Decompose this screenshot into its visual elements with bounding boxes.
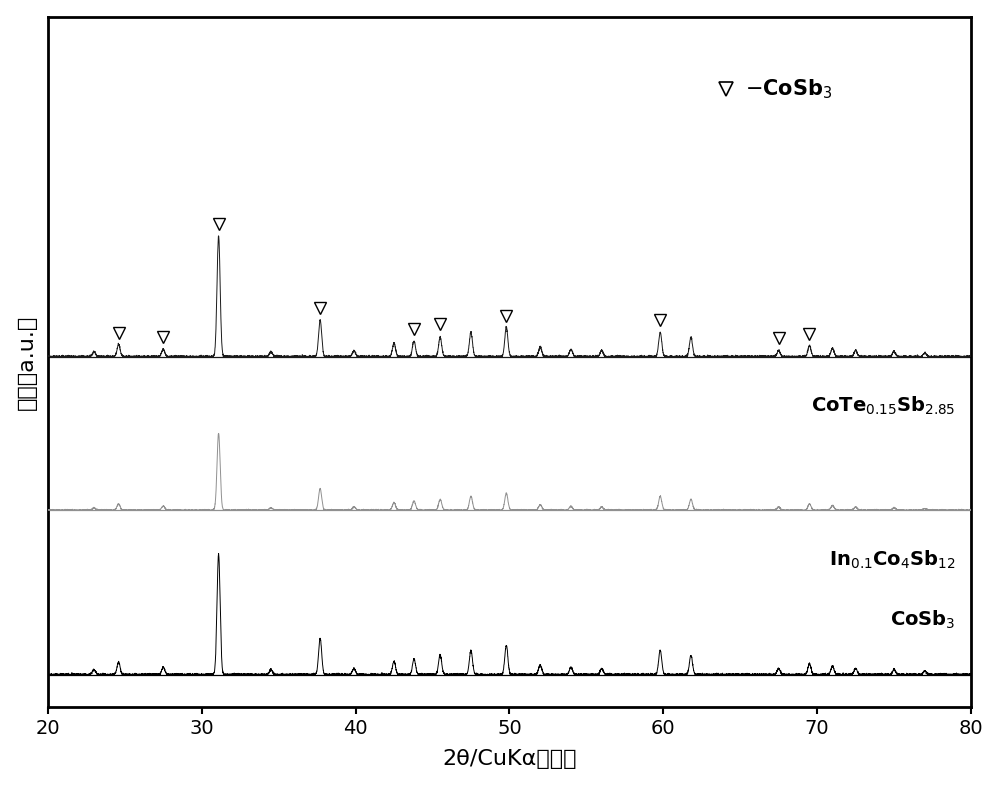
X-axis label: 2θ/CuKα（度）: 2θ/CuKα（度） xyxy=(442,749,577,769)
Text: CoTe$_{0.15}$Sb$_{2.85}$: CoTe$_{0.15}$Sb$_{2.85}$ xyxy=(811,395,956,417)
Text: In$_{0.1}$Co$_4$Sb$_{12}$: In$_{0.1}$Co$_4$Sb$_{12}$ xyxy=(829,549,956,571)
Text: $-$CoSb$_3$: $-$CoSb$_3$ xyxy=(745,77,832,101)
Y-axis label: 强度（a.u.）: 强度（a.u.） xyxy=(17,314,37,410)
Text: CoSb$_3$: CoSb$_3$ xyxy=(890,608,956,631)
